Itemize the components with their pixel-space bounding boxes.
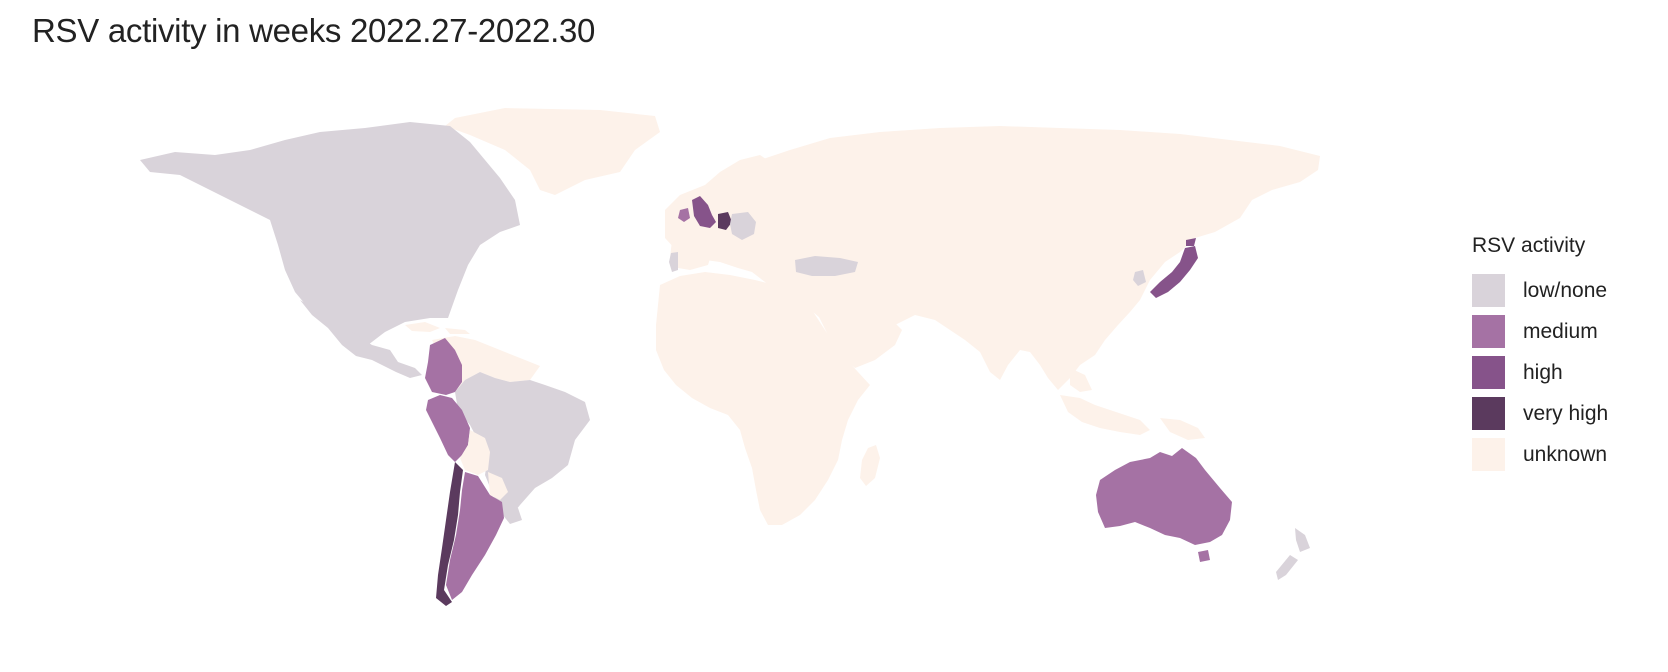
region-japan[interactable]	[1150, 238, 1198, 298]
region-greenland[interactable]	[445, 108, 660, 195]
legend-label-low: low/none	[1523, 278, 1608, 302]
region-north-america[interactable]	[140, 122, 520, 345]
legend-item-high: high	[1472, 352, 1652, 393]
region-uruguay[interactable]	[502, 505, 522, 524]
legend: RSV activity low/none medium high very h…	[1472, 234, 1652, 475]
region-turkey[interactable]	[795, 256, 858, 276]
region-southeast-asia[interactable]	[1060, 368, 1150, 435]
region-caribbean-islands[interactable]	[405, 322, 470, 334]
legend-swatch-unknown	[1472, 438, 1505, 471]
region-netherlands[interactable]	[718, 212, 732, 230]
region-peru[interactable]	[426, 395, 470, 462]
legend-item-low: low/none	[1472, 270, 1652, 311]
legend-item-unknown: unknown	[1472, 434, 1652, 475]
region-africa[interactable]	[656, 272, 870, 525]
region-south-korea[interactable]	[1133, 270, 1146, 286]
region-colombia[interactable]	[425, 338, 462, 395]
legend-label-high: high	[1523, 360, 1563, 384]
legend-swatch-low	[1472, 274, 1505, 307]
legend-swatch-high	[1472, 356, 1505, 389]
region-united-kingdom[interactable]	[692, 196, 716, 228]
legend-swatch-very-high	[1472, 397, 1505, 430]
region-iberia[interactable]	[670, 238, 712, 270]
page-title: RSV activity in weeks 2022.27-2022.30	[32, 12, 596, 49]
legend-label-very-high: very high	[1523, 401, 1609, 425]
legend-swatch-medium	[1472, 315, 1505, 348]
legend-label-medium: medium	[1523, 319, 1598, 343]
world-map	[140, 108, 1320, 606]
legend-title: RSV activity	[1472, 234, 1586, 257]
region-chile[interactable]	[436, 462, 463, 606]
region-germany[interactable]	[730, 212, 756, 240]
region-argentina[interactable]	[446, 472, 504, 600]
legend-item-medium: medium	[1472, 311, 1652, 352]
region-portugal[interactable]	[669, 252, 678, 272]
region-scandinavia[interactable]	[720, 155, 775, 210]
region-paraguay[interactable]	[488, 472, 508, 500]
region-bolivia[interactable]	[460, 430, 490, 475]
legend-item-very-high: very high	[1472, 393, 1652, 434]
region-brazil[interactable]	[455, 372, 590, 520]
region-australia[interactable]	[1096, 448, 1232, 545]
region-new-zealand[interactable]	[1276, 528, 1310, 580]
region-madagascar[interactable]	[860, 445, 880, 486]
region-tasmania[interactable]	[1198, 550, 1210, 562]
region-middle-east[interactable]	[818, 296, 902, 368]
region-mexico-central-america[interactable]	[300, 300, 422, 378]
legend-label-unknown: unknown	[1523, 442, 1608, 466]
region-ireland[interactable]	[678, 208, 690, 222]
region-papua-new-guinea[interactable]	[1160, 418, 1205, 440]
